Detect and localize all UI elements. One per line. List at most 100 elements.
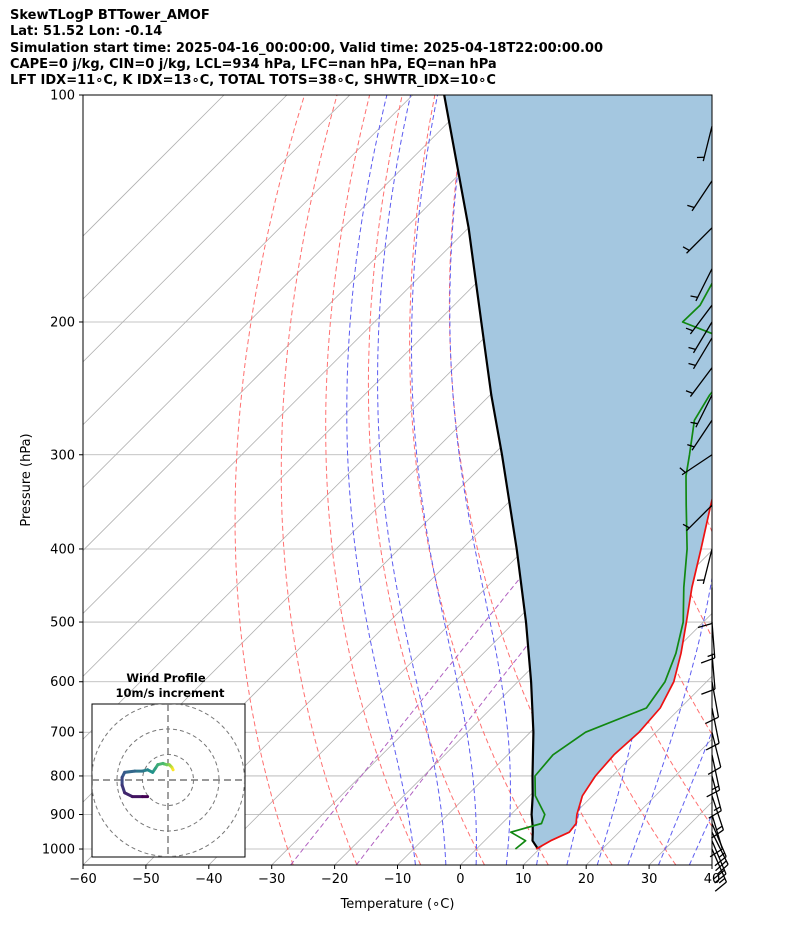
wind-barb-half: [687, 204, 695, 209]
wind-barb: [707, 732, 722, 775]
mixing-ratio-line: [355, 411, 712, 865]
x-tick-label: −10: [384, 872, 411, 887]
wind-barb: [700, 621, 716, 664]
wind-barb: [708, 775, 722, 819]
wind-barb-full: [714, 873, 727, 884]
wind-barb-staff: [695, 268, 713, 302]
wind-barb-half: [687, 444, 695, 448]
wind-barb-full: [714, 881, 727, 892]
wind-barb-half: [682, 523, 690, 529]
wind-barb-staff: [702, 126, 713, 162]
y-tick-label: 700: [50, 726, 75, 741]
wind-barb-half: [718, 852, 726, 859]
wind-barb-half: [707, 653, 715, 658]
wind-barb-staff: [692, 337, 713, 370]
wind-barb-half: [679, 467, 686, 474]
isotherm-line: [334, 487, 712, 865]
wind-barb-full: [716, 863, 729, 875]
wind-barb-full: [705, 742, 720, 751]
moist-adiabat-line: [627, 95, 712, 865]
wind-barb: [696, 126, 713, 162]
wind-barb-full: [697, 622, 713, 629]
wind-barb-staff: [686, 227, 713, 254]
wind-barb: [705, 681, 720, 725]
x-tick-label: 0: [456, 872, 464, 887]
wind-barb-staff: [711, 831, 729, 865]
chart-header: SkewTLogP BTTower_AMOF Lat: 51.52 Lon: -…: [10, 8, 603, 89]
dry-adiabat-line: [728, 95, 794, 865]
wind-barb-half: [690, 421, 698, 425]
wind-barb: [688, 321, 713, 354]
y-tick-label: 200: [50, 315, 75, 330]
hodograph-ring: [92, 704, 245, 857]
wind-barb-staff: [711, 754, 721, 791]
wind-barb-full: [714, 856, 727, 867]
y-tick-label: 1000: [42, 843, 75, 858]
wind-barb-staff: [691, 180, 713, 212]
simulation-times: Simulation start time: 2025-04-16_00:00:…: [10, 40, 603, 56]
x-tick-label: −50: [132, 872, 159, 887]
wind-barb-half: [690, 295, 698, 299]
parcel-profile-line: [443, 95, 539, 850]
isotherm-line: [83, 95, 288, 300]
wind-barb-staff: [689, 304, 713, 335]
wind-barb-half: [713, 806, 721, 812]
moist-adiabat-line: [346, 95, 416, 865]
wind-barb: [688, 337, 713, 370]
wind-barb: [687, 419, 713, 451]
wind-barb-staff: [689, 367, 713, 397]
wind-barb-staff: [711, 775, 722, 811]
wind-barb: [706, 754, 721, 798]
wind-barb-full: [712, 869, 725, 880]
wind-barb-staff: [692, 321, 713, 354]
station-title: SkewTLogP BTTower_AMOF: [10, 8, 210, 23]
stability-indices: LFT IDX=11∘C, K IDX=13∘C, TOTAL TOTS=38∘…: [10, 73, 496, 89]
wind-barb-staff: [695, 394, 713, 428]
wind-barb-full: [700, 657, 715, 664]
wind-barb-half: [682, 246, 690, 251]
isotherm-line: [711, 864, 712, 865]
hodograph-title: Wind Profile: [126, 671, 206, 685]
wind-barb-full: [701, 688, 716, 695]
wind-barb-half: [685, 327, 694, 332]
hodograph-subtitle: 10m/s increment: [116, 686, 225, 700]
wind-barb: [682, 227, 713, 254]
dry-adiabat-line: [367, 95, 485, 865]
isotherm-line: [83, 95, 351, 363]
x-tick-label: −30: [258, 872, 285, 887]
wind-barb: [711, 831, 729, 875]
wind-barb-full: [709, 848, 723, 858]
wind-barb-staff: [711, 621, 716, 658]
wind-barb-half: [715, 825, 723, 831]
wind-barb-staff: [691, 419, 713, 451]
temperature-profile-line: [535, 496, 712, 850]
dry-adiabat-line: [409, 95, 549, 865]
wind-barb-half: [718, 877, 726, 884]
x-tick-label: 20: [578, 872, 595, 887]
mixing-ratio-line: [290, 341, 712, 865]
wind-barb-full: [706, 789, 720, 798]
wind-barb-full: [711, 829, 724, 839]
isotherm-line: [83, 95, 539, 552]
y-tick-label: 800: [50, 769, 75, 784]
wind-barb-half: [688, 362, 696, 367]
wind-barb-full: [705, 716, 719, 725]
wind-barb-staff: [702, 548, 713, 585]
y-tick-label: 600: [50, 675, 75, 690]
moist-adiabat-line: [449, 95, 511, 865]
wind-barb-staff: [711, 814, 723, 850]
wind-barb-staff: [711, 681, 720, 718]
x-tick-label: 40: [704, 872, 721, 887]
wind-barb: [685, 304, 713, 335]
wind-barb-staff: [711, 732, 722, 768]
hodograph-area: [92, 704, 245, 857]
wind-barb-staff: [681, 454, 713, 476]
wind-barb: [697, 587, 713, 629]
dry-adiabat-line: [234, 95, 305, 865]
wind-barb-full: [715, 860, 727, 872]
moist-adiabat-line: [411, 95, 477, 865]
y-tick-label: 100: [50, 89, 75, 104]
y-tick-label: 300: [50, 448, 75, 463]
wind-barb: [687, 180, 713, 212]
